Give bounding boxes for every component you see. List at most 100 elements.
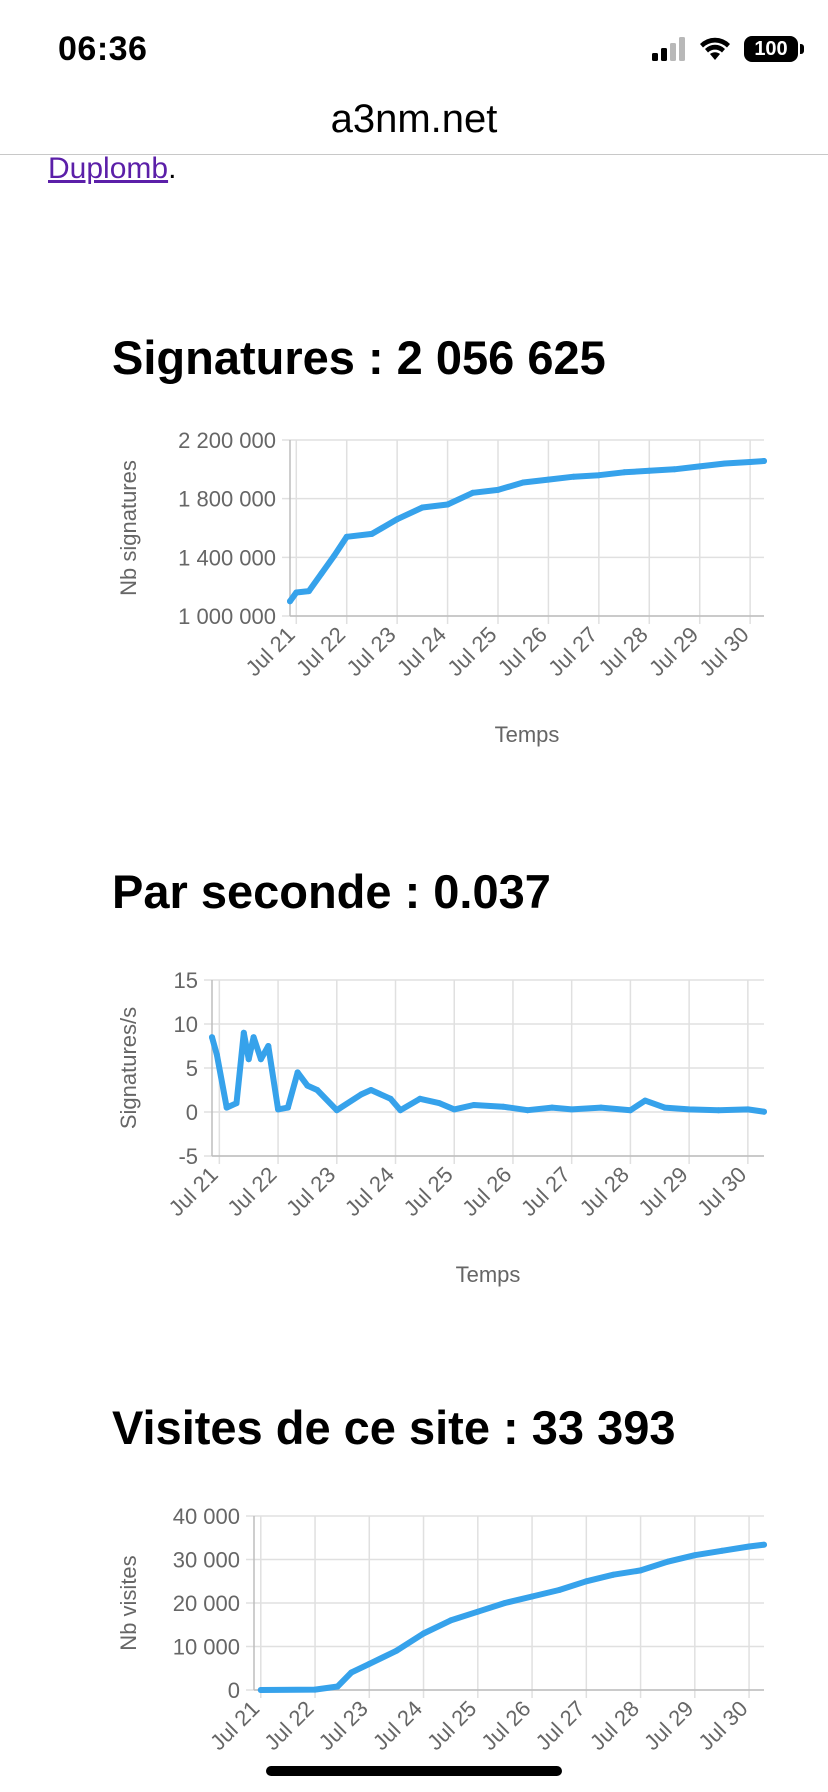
section-title-visites: Visites de ce site : 33 393	[112, 1401, 676, 1454]
data-point	[293, 589, 300, 596]
data-point	[223, 1104, 230, 1111]
data-point	[761, 1541, 767, 1548]
data-point	[595, 472, 602, 479]
y-tick-label: 1 000 000	[178, 604, 276, 629]
data-point	[451, 1106, 458, 1113]
section-title-signatures: Signatures : 2 056 625	[112, 331, 606, 384]
x-tick-label: Jul 21	[205, 1696, 264, 1755]
data-point	[671, 466, 678, 473]
data-point	[245, 1056, 252, 1063]
y-tick-label: 10 000	[173, 1635, 240, 1660]
data-point	[209, 1034, 215, 1041]
data-point	[287, 598, 293, 605]
x-tick-label: Jul 25	[399, 1162, 458, 1221]
data-point	[529, 1593, 536, 1600]
data-point	[610, 1571, 617, 1578]
data-point	[348, 1669, 355, 1676]
wifi-icon	[700, 37, 730, 60]
x-tick-label: Jul 28	[594, 622, 653, 681]
x-tick-label: Jul 27	[543, 622, 602, 681]
cellular-signal-icon	[652, 37, 685, 61]
link-suffix: .	[168, 152, 177, 185]
data-point	[331, 552, 338, 559]
data-point	[334, 1683, 341, 1690]
data-point	[394, 516, 401, 523]
x-tick-label: Jul 28	[575, 1162, 634, 1221]
data-point	[664, 1558, 671, 1565]
series-line	[287, 458, 767, 605]
x-tick-label: Jul 29	[633, 1162, 692, 1221]
data-point	[642, 1097, 649, 1104]
data-point	[747, 459, 754, 465]
data-point	[500, 1103, 507, 1110]
data-point	[240, 1029, 247, 1036]
battery-icon: 100	[744, 36, 804, 62]
data-point	[691, 1552, 698, 1559]
x-axis-title: Temps	[456, 1262, 521, 1287]
data-point	[250, 1034, 257, 1041]
data-point	[312, 1686, 318, 1693]
y-tick-label: 20 000	[173, 1591, 240, 1616]
x-tick-label: Jul 26	[476, 1696, 535, 1755]
data-point	[294, 1069, 301, 1076]
data-point	[275, 1106, 282, 1113]
status-time: 06:36	[58, 30, 148, 68]
data-point	[621, 469, 628, 476]
data-point	[419, 504, 426, 511]
data-point	[436, 1100, 443, 1107]
x-tick-label: Jul 24	[340, 1162, 399, 1221]
x-tick-label: Jul 29	[639, 1696, 698, 1755]
y-axis-title: Nb visites	[116, 1555, 141, 1650]
data-point	[213, 1051, 220, 1058]
data-point	[265, 1043, 272, 1049]
data-point	[646, 467, 653, 474]
x-tick-label: Jul 29	[644, 622, 703, 681]
data-point	[474, 1608, 481, 1615]
x-tick-label: Jul 30	[694, 622, 753, 681]
data-point	[570, 473, 577, 480]
data-point	[627, 1107, 634, 1114]
x-tick-label: Jul 23	[281, 1162, 340, 1221]
data-point	[366, 1660, 373, 1667]
address-bar[interactable]: a3nm.net	[0, 84, 828, 155]
x-tick-label: Jul 24	[392, 622, 451, 681]
y-tick-label: -5	[178, 1144, 198, 1169]
x-tick-label: Jul 24	[368, 1696, 427, 1755]
data-point	[721, 460, 728, 467]
y-tick-label: 0	[228, 1678, 240, 1703]
section-title-par-seconde: Par seconde : 0.037	[112, 865, 551, 918]
x-axis-title: Temps	[495, 722, 560, 747]
data-point	[387, 1095, 394, 1102]
y-tick-label: 5	[186, 1056, 198, 1081]
data-point	[556, 1587, 563, 1593]
data-point	[686, 1106, 693, 1113]
home-indicator[interactable]	[266, 1766, 562, 1776]
data-point	[661, 1104, 668, 1111]
x-tick-label: Jul 25	[422, 1696, 481, 1755]
data-point	[257, 1687, 264, 1693]
data-point	[501, 1600, 508, 1606]
x-tick-label: Jul 22	[259, 1696, 318, 1755]
data-point	[696, 463, 703, 470]
y-tick-label: 40 000	[173, 1504, 240, 1529]
data-point	[761, 458, 767, 464]
data-point	[520, 479, 527, 486]
y-tick-label: 0	[186, 1100, 198, 1125]
data-point	[495, 486, 501, 493]
y-tick-label: 1 400 000	[178, 545, 276, 570]
data-point	[358, 1091, 365, 1098]
data-point	[744, 1106, 751, 1113]
data-point	[568, 1106, 575, 1113]
duplomb-link[interactable]: Duplomb	[48, 152, 169, 185]
data-point	[304, 1082, 311, 1089]
x-tick-label: Jul 27	[531, 1696, 590, 1755]
data-point	[420, 1630, 427, 1637]
data-point	[393, 1647, 400, 1654]
data-point	[583, 1578, 590, 1585]
data-point	[469, 489, 476, 496]
y-tick-label: 30 000	[173, 1548, 240, 1573]
x-tick-label: Jul 22	[222, 1162, 281, 1221]
x-tick-label: Jul 27	[516, 1162, 575, 1221]
x-tick-label: Jul 23	[314, 1696, 373, 1755]
